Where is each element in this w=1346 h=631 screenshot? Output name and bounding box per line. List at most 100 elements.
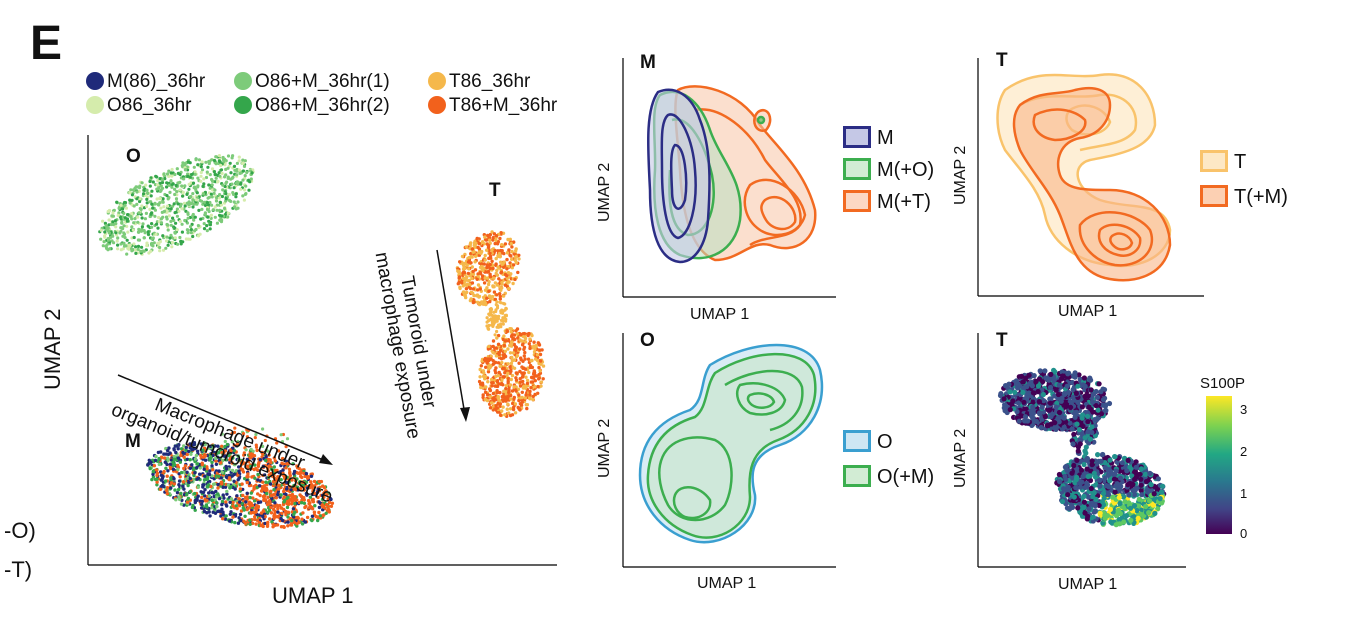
data-point: [172, 218, 176, 223]
data-point: [1088, 387, 1094, 393]
data-point: [1014, 409, 1020, 415]
data-point: [522, 331, 527, 336]
data-point: [1086, 440, 1092, 446]
data-point: [235, 442, 240, 446]
data-point: [139, 249, 143, 253]
data-point: [470, 276, 474, 281]
data-point: [169, 223, 173, 227]
data-point: [527, 370, 531, 375]
data-point: [211, 491, 216, 495]
data-point: [488, 365, 492, 370]
data-point: [1073, 409, 1080, 415]
data-point: [536, 384, 540, 389]
data-point: [1079, 415, 1085, 421]
data-point: [270, 520, 274, 524]
data-point: [496, 333, 501, 338]
data-point: [193, 172, 197, 176]
data-point: [512, 358, 517, 362]
data-point: [261, 480, 265, 484]
data-point: [534, 357, 538, 361]
data-point: [494, 234, 499, 238]
data-point: [317, 510, 321, 515]
legend-dot: [428, 96, 446, 114]
cut-label-1: -O): [4, 518, 36, 543]
data-point: [217, 154, 221, 158]
data-point: [178, 172, 182, 177]
data-point: [161, 234, 165, 238]
data-point: [148, 184, 152, 188]
data-point: [146, 230, 150, 234]
data-point: [485, 263, 489, 267]
legend-label: T86+M_36hr: [449, 95, 558, 116]
data-point: [525, 381, 530, 386]
data-point: [526, 357, 531, 361]
data-point: [502, 334, 506, 338]
feature-point-cloud: [997, 367, 1167, 528]
data-point: [183, 168, 187, 172]
data-point: [152, 464, 157, 468]
data-point: [461, 267, 466, 271]
data-point: [132, 235, 136, 240]
data-point: [491, 350, 495, 355]
legend-dot: [86, 72, 104, 90]
data-point: [1093, 403, 1099, 409]
data-point: [199, 165, 203, 169]
data-point: [272, 515, 276, 519]
data-point: [223, 449, 227, 453]
data-point: [1037, 368, 1043, 374]
data-point: [156, 183, 160, 187]
data-point: [512, 366, 517, 370]
data-point: [274, 496, 278, 500]
data-point: [1090, 399, 1096, 405]
data-point: [495, 293, 499, 297]
data-point: [272, 507, 276, 512]
data-point: [300, 498, 304, 502]
data-point: [491, 285, 495, 289]
data-point: [1081, 493, 1087, 499]
data-point: [1076, 372, 1082, 378]
data-point: [493, 241, 497, 246]
data-point: [485, 270, 489, 274]
data-point: [266, 495, 270, 499]
o-green-contours: [646, 352, 817, 539]
data-point: [324, 511, 328, 515]
sub-m-legend-item: M(+T): [843, 190, 931, 214]
data-point: [488, 251, 492, 255]
data-point: [537, 373, 541, 377]
data-point: [218, 218, 222, 222]
data-point: [488, 254, 493, 258]
data-point: [214, 162, 218, 166]
data-point: [305, 515, 310, 520]
data-point: [1132, 468, 1138, 474]
data-point: [485, 296, 489, 300]
data-point: [492, 290, 497, 294]
data-point: [115, 239, 119, 243]
data-point: [538, 369, 542, 373]
data-point: [496, 402, 501, 406]
data-point: [151, 180, 155, 184]
data-point: [1092, 474, 1099, 480]
data-point: [299, 483, 304, 487]
data-point: [286, 524, 290, 528]
sub-t-plot: [977, 58, 1204, 297]
data-point: [158, 240, 162, 244]
data-point: [228, 519, 232, 523]
data-point: [199, 170, 203, 175]
data-point: [165, 486, 170, 490]
data-point: [220, 502, 224, 507]
data-point: [253, 517, 257, 522]
data-point: [1087, 375, 1093, 381]
data-point: [219, 480, 224, 484]
data-point: [175, 214, 179, 218]
data-point: [214, 459, 218, 463]
data-point: [469, 252, 473, 256]
data-point: [109, 222, 113, 227]
data-point: [1069, 426, 1075, 432]
cluster-label-o: O: [126, 146, 141, 167]
arrow-macrophage: [117, 374, 329, 463]
data-point: [230, 440, 234, 444]
data-point: [188, 175, 192, 179]
data-point: [523, 340, 528, 344]
data-point: [169, 233, 173, 237]
cut-label-2: -T): [4, 557, 33, 582]
